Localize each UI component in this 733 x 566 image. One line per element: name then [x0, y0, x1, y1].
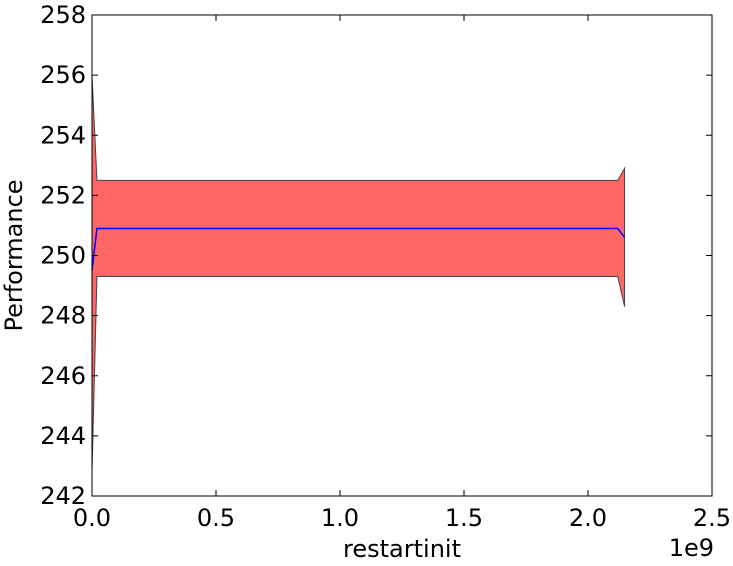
x-tick-label: 1.5 [445, 504, 483, 532]
y-axis-label: Performance [0, 179, 28, 331]
y-tick-label: 244 [40, 422, 86, 450]
confidence-band [91, 75, 626, 472]
y-tick-label: 256 [40, 61, 86, 89]
x-tick-label: 2.0 [569, 504, 607, 532]
x-axis-offset-label: 1e9 [669, 534, 714, 562]
mean-performance-line [91, 227, 626, 271]
x-axis: 0.0 0.5 1.0 1.5 2.0 2.5 [73, 15, 731, 532]
y-axis: 242 244 246 248 250 252 254 256 258 [40, 1, 712, 510]
x-tick-label: 0.0 [73, 504, 111, 532]
x-axis-label: restartinit [343, 535, 461, 563]
y-tick-label: 254 [40, 121, 86, 149]
x-tick-label: 1.0 [321, 504, 359, 532]
y-tick-label: 258 [40, 1, 86, 29]
y-tick-label: 246 [40, 362, 86, 390]
x-tick-label: 2.5 [693, 504, 731, 532]
y-tick-label: 250 [40, 242, 86, 270]
plot-area [91, 75, 626, 472]
y-tick-label: 252 [40, 181, 86, 209]
y-tick-label: 248 [40, 302, 86, 330]
y-tick-label: 242 [40, 482, 86, 510]
x-tick-label: 0.5 [197, 504, 235, 532]
